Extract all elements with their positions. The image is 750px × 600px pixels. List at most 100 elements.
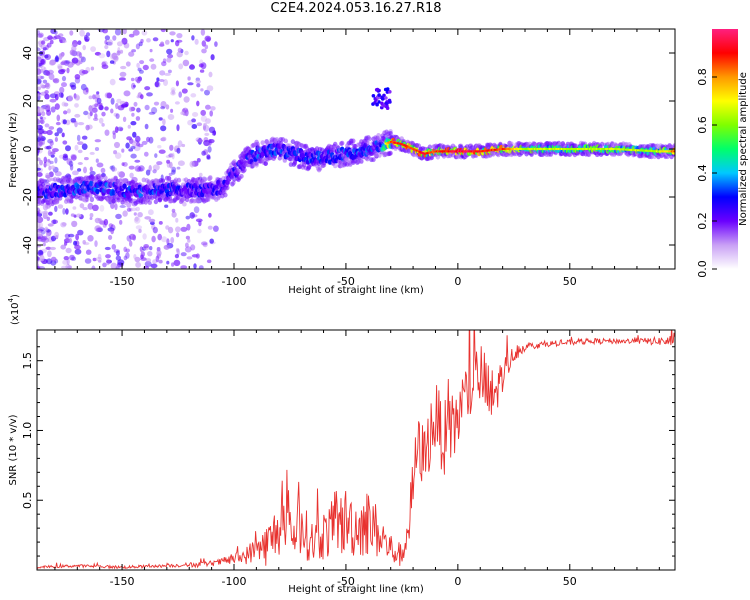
spectrogram-noise-point [69, 30, 74, 36]
spectrogram-noise-point [37, 157, 41, 162]
spectrogram-haze-point [217, 193, 222, 199]
spectrogram-noise-point [207, 146, 212, 153]
spectrogram-noise-point [104, 92, 111, 99]
spectrogram-noise-point [128, 148, 134, 152]
spectrogram-noise-point [166, 159, 171, 164]
spectrogram-noise-point [199, 59, 204, 65]
spectrogram-noise-point [105, 254, 111, 259]
spectrogram-noise-point [39, 83, 44, 89]
spectrogram-noise-point [83, 166, 87, 174]
spectrogram-noise-point [100, 167, 106, 174]
spectrogram-noise-point [66, 108, 71, 114]
spectrogram-noise-point [104, 246, 111, 251]
spectrogram-noise-point [77, 229, 84, 236]
spectrogram-noise-point [175, 40, 180, 47]
spectrogram-haze-point [99, 175, 104, 180]
spectrogram-haze-point [317, 166, 323, 171]
spectrogram-noise-point [150, 263, 158, 269]
spectrogram-noise-point [114, 141, 120, 149]
spectrogram-noise-point [118, 171, 125, 178]
spectrogram-noise-point [152, 37, 159, 42]
spectrogram-noise-point [89, 166, 93, 172]
spectrogram-noise-point [60, 222, 67, 228]
spectrogram-noise-point [111, 167, 118, 172]
spectrogram-noise-point [141, 30, 148, 36]
spectrogram-noise-point [171, 152, 175, 160]
spectrogram-noise-point [47, 250, 52, 258]
spectrogram-noise-point [49, 93, 57, 99]
spectrogram-noise-point [137, 212, 143, 218]
spectrogram-noise-point [60, 61, 66, 66]
spectrogram-noise-point [119, 219, 123, 225]
spectrogram-noise-point [206, 259, 212, 264]
spectrogram-noise-point [65, 247, 72, 254]
spectrogram-noise-point [65, 60, 71, 64]
spectrogram-y-axis-label: Frequency (Hz) [8, 112, 19, 188]
spectrogram-noise-point [66, 67, 70, 74]
spectrogram-noise-point [196, 122, 203, 127]
spectrogram-blob-point [382, 93, 386, 98]
spectrogram-noise-point [122, 116, 127, 123]
spectrogram-noise-point [134, 159, 141, 163]
spectrogram-noise-point [149, 246, 153, 251]
spectrogram-noise-point [79, 29, 85, 37]
spectrogram-noise-point [206, 156, 211, 160]
spectrogram-noise-point [210, 106, 216, 111]
spectrogram-noise-point [121, 162, 125, 167]
spectrogram-noise-point [49, 246, 57, 251]
spectrogram-noise-point [37, 33, 43, 38]
spectrogram-noise-point [149, 48, 153, 53]
spectrogram-noise-point [173, 259, 181, 267]
spectrogram-noise-point [45, 229, 51, 233]
spectrogram-noise-point [186, 223, 191, 231]
colorbar-tick-label: 0.4 [696, 164, 709, 182]
spectrogram-noise-point [61, 265, 68, 269]
spectrogram-noise-point [183, 96, 190, 103]
spectrogram-haze-point [340, 140, 345, 146]
spectrogram-noise-point [203, 122, 207, 127]
spectrogram-haze-point [121, 178, 126, 183]
spectrogram-noise-point [48, 211, 53, 216]
spectrogram-noise-point [120, 65, 127, 70]
spectrogram-noise-point [40, 59, 45, 65]
spectrogram-noise-point [74, 120, 78, 128]
spectrogram-noise-point [140, 38, 144, 44]
spectrogram-noise-point [68, 237, 73, 244]
spectrogram-noise-point [37, 68, 42, 75]
spectrogram-noise-point [171, 89, 175, 95]
spectrogram-noise-point [158, 149, 166, 154]
spectrogram-noise-point [177, 140, 183, 148]
spectrogram-noise-point [136, 141, 141, 147]
spectrogram-noise-point [200, 109, 206, 116]
spectrogram-noise-point [50, 165, 56, 170]
spectrogram-noise-point [130, 153, 137, 159]
spectrogram-noise-point [67, 265, 72, 269]
spectrogram-noise-point [112, 130, 116, 135]
spectrogram-noise-point [97, 253, 102, 260]
spectrogram-noise-point [156, 161, 163, 166]
spectrogram-noise-point [80, 83, 87, 91]
spectrogram-noise-point [76, 213, 82, 218]
spectrogram-noise-point [102, 29, 108, 34]
spectrogram-haze-point [333, 163, 338, 169]
spectrogram-noise-point [115, 213, 122, 220]
spectrogram-haze-point [365, 140, 370, 146]
spectrogram-noise-point [162, 58, 167, 63]
spectrogram-noise-point [59, 53, 64, 58]
spectrogram-noise-point [73, 240, 78, 246]
spectrogram-noise-point [130, 146, 136, 150]
spectrogram-noise-point [185, 215, 191, 220]
spectrogram-noise-point [149, 58, 155, 62]
spectrogram-noise-point [121, 148, 125, 153]
spectrogram-noise-point [78, 56, 85, 61]
spectrogram-noise-point [161, 61, 167, 67]
spectrogram-noise-point [125, 142, 130, 149]
spectrogram-haze-point [351, 138, 356, 144]
spectrogram-noise-point [137, 67, 142, 72]
spectrogram-noise-point [129, 233, 136, 240]
spectrogram-noise-point [123, 246, 127, 253]
spectrogram-noise-point [37, 256, 40, 261]
snr-multiplier-exponent: 4 [7, 297, 15, 302]
spectrogram-noise-point [54, 171, 62, 177]
spectrogram-noise-point [82, 207, 88, 211]
